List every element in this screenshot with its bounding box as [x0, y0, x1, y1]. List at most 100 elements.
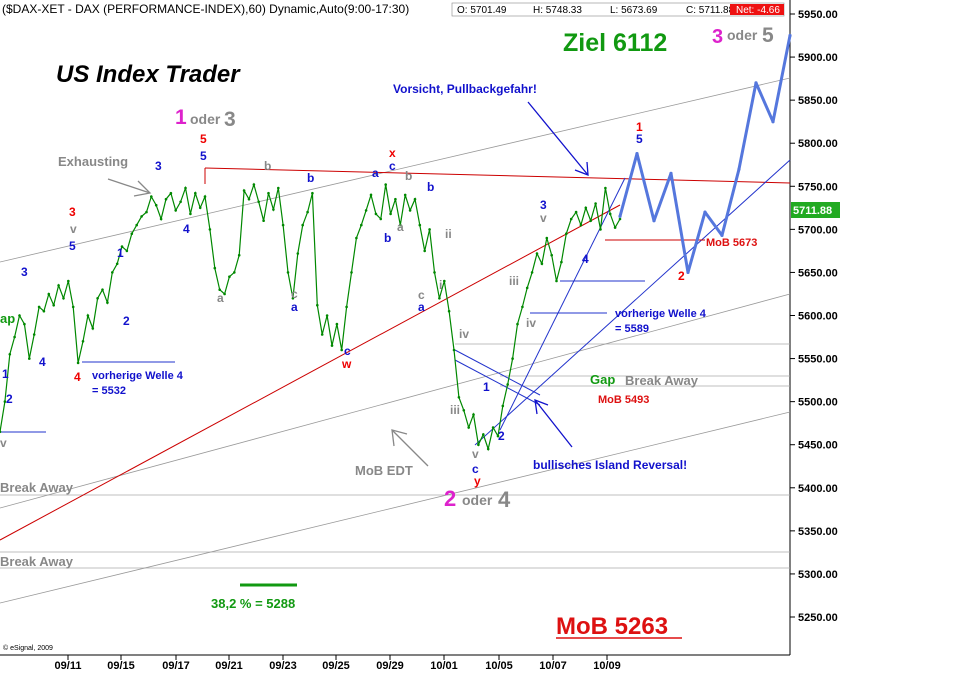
- price-point: [384, 183, 388, 186]
- projection-point: [635, 152, 639, 156]
- price-point: [501, 404, 505, 408]
- price-point: [345, 305, 348, 309]
- price-point: [101, 288, 104, 292]
- price-point: [560, 260, 563, 264]
- price-point: [0, 430, 2, 434]
- wave3-alt-label: 5: [762, 24, 774, 47]
- price-point: [28, 357, 31, 360]
- ohlc-net: Net: -4.66: [736, 5, 780, 16]
- vorherige-left-line1: vorherige Welle 4: [92, 370, 184, 382]
- last-price-tag: [791, 202, 840, 218]
- price-point: [423, 249, 427, 253]
- wave3-main-label: 3: [712, 26, 723, 48]
- price-point: [296, 252, 300, 255]
- projection-point: [737, 167, 741, 171]
- wave-label: 2: [678, 269, 685, 283]
- x-tick-label: 09/17: [162, 660, 190, 672]
- wave-label: 1: [117, 246, 124, 260]
- price-point: [306, 210, 309, 214]
- price-point: [208, 228, 212, 231]
- price-point: [521, 305, 524, 309]
- price-point: [428, 228, 431, 231]
- ohlc-close: C: 5711.88: [686, 5, 735, 16]
- wave-label: 5: [200, 132, 207, 146]
- wave-label: 5: [636, 132, 643, 146]
- wave-label: v: [472, 447, 479, 461]
- wave-label: y: [474, 474, 481, 488]
- price-point: [115, 262, 119, 266]
- price-point: [535, 252, 539, 255]
- wave-label: i: [439, 278, 442, 292]
- price-series-line: [0, 182, 621, 452]
- price-point: [23, 322, 26, 326]
- y-tick-label: 5450.00: [798, 440, 838, 452]
- x-axis: 09/11 09/15 09/17 09/21 09/23 09/25 09/29 10/01…: [55, 655, 621, 672]
- y-tick-label: 5400.00: [798, 483, 838, 495]
- ziel-label: Ziel 6112: [563, 29, 667, 57]
- price-point: [540, 262, 544, 266]
- wave-label: c: [418, 288, 425, 302]
- price-point: [286, 271, 290, 274]
- price-point: [301, 223, 305, 227]
- price-point: [154, 203, 158, 207]
- price-point: [159, 217, 163, 221]
- price-point: [91, 327, 95, 330]
- wave1-alt-label: 3: [224, 108, 236, 131]
- price-point: [198, 206, 202, 210]
- vorherige-right-line1: vorherige Welle 4: [615, 308, 707, 320]
- price-point: [618, 217, 622, 221]
- price-point: [213, 266, 217, 270]
- price-point: [408, 209, 412, 212]
- price-point: [194, 191, 197, 195]
- ohlc-readout: O: 5701.49 H: 5748.33 L: 5673.69 C: 5711…: [451, 2, 785, 17]
- break-away-left1-label: Break Away: [0, 480, 74, 495]
- price-point: [111, 271, 114, 274]
- y-tick-label: 5500.00: [798, 397, 838, 409]
- x-tick-label: 10/09: [593, 660, 621, 672]
- wave-label: c: [291, 287, 298, 301]
- mob-5263-label: MoB 5263: [556, 613, 668, 640]
- fib-label: 38,2 % = 5288: [211, 596, 295, 611]
- price-point: [394, 197, 397, 201]
- wave1-oder-label: oder: [190, 111, 221, 127]
- vorherige-left-line2: = 5532: [92, 385, 126, 397]
- price-point: [42, 309, 46, 313]
- wave-label: a: [418, 300, 425, 314]
- x-tick-label: 10/01: [430, 660, 458, 672]
- wave-label: iv: [459, 327, 469, 341]
- last-price-label: 5711.88: [793, 205, 832, 217]
- price-point: [511, 357, 514, 360]
- break-away-left2-label: Break Away: [0, 554, 74, 569]
- price-point: [86, 314, 90, 317]
- price-point: [403, 193, 407, 197]
- price-point: [399, 223, 402, 227]
- price-point: [360, 223, 363, 227]
- price-point: [106, 301, 109, 304]
- wave-label: ii: [445, 227, 452, 241]
- projection-point: [618, 214, 622, 218]
- price-point: [369, 193, 373, 197]
- y-tick-label: 5700.00: [798, 224, 838, 236]
- price-point: [233, 271, 236, 274]
- wave-label: b: [307, 171, 314, 185]
- price-point: [325, 314, 329, 317]
- projection-point: [720, 233, 724, 237]
- price-point: [374, 212, 378, 216]
- wave-label: 1: [483, 380, 490, 394]
- net-change-box: [730, 4, 784, 15]
- price-point: [291, 297, 295, 300]
- price-point: [267, 191, 270, 195]
- price-point: [316, 303, 319, 307]
- wave-label: x: [389, 146, 396, 160]
- wave-label: c: [344, 344, 351, 358]
- y-axis: 5250.00 5300.00 5350.00 5400.00 5450.00 5500.…: [790, 9, 838, 624]
- price-point: [37, 305, 41, 309]
- price-series-points: [0, 183, 622, 451]
- wave-label: b: [427, 180, 434, 194]
- price-point: [18, 314, 21, 317]
- y-tick-label: 5800.00: [798, 138, 838, 150]
- price-point: [491, 426, 495, 429]
- y-tick-label: 5250.00: [798, 612, 838, 624]
- wave-label: b: [264, 159, 271, 173]
- price-point: [516, 322, 519, 326]
